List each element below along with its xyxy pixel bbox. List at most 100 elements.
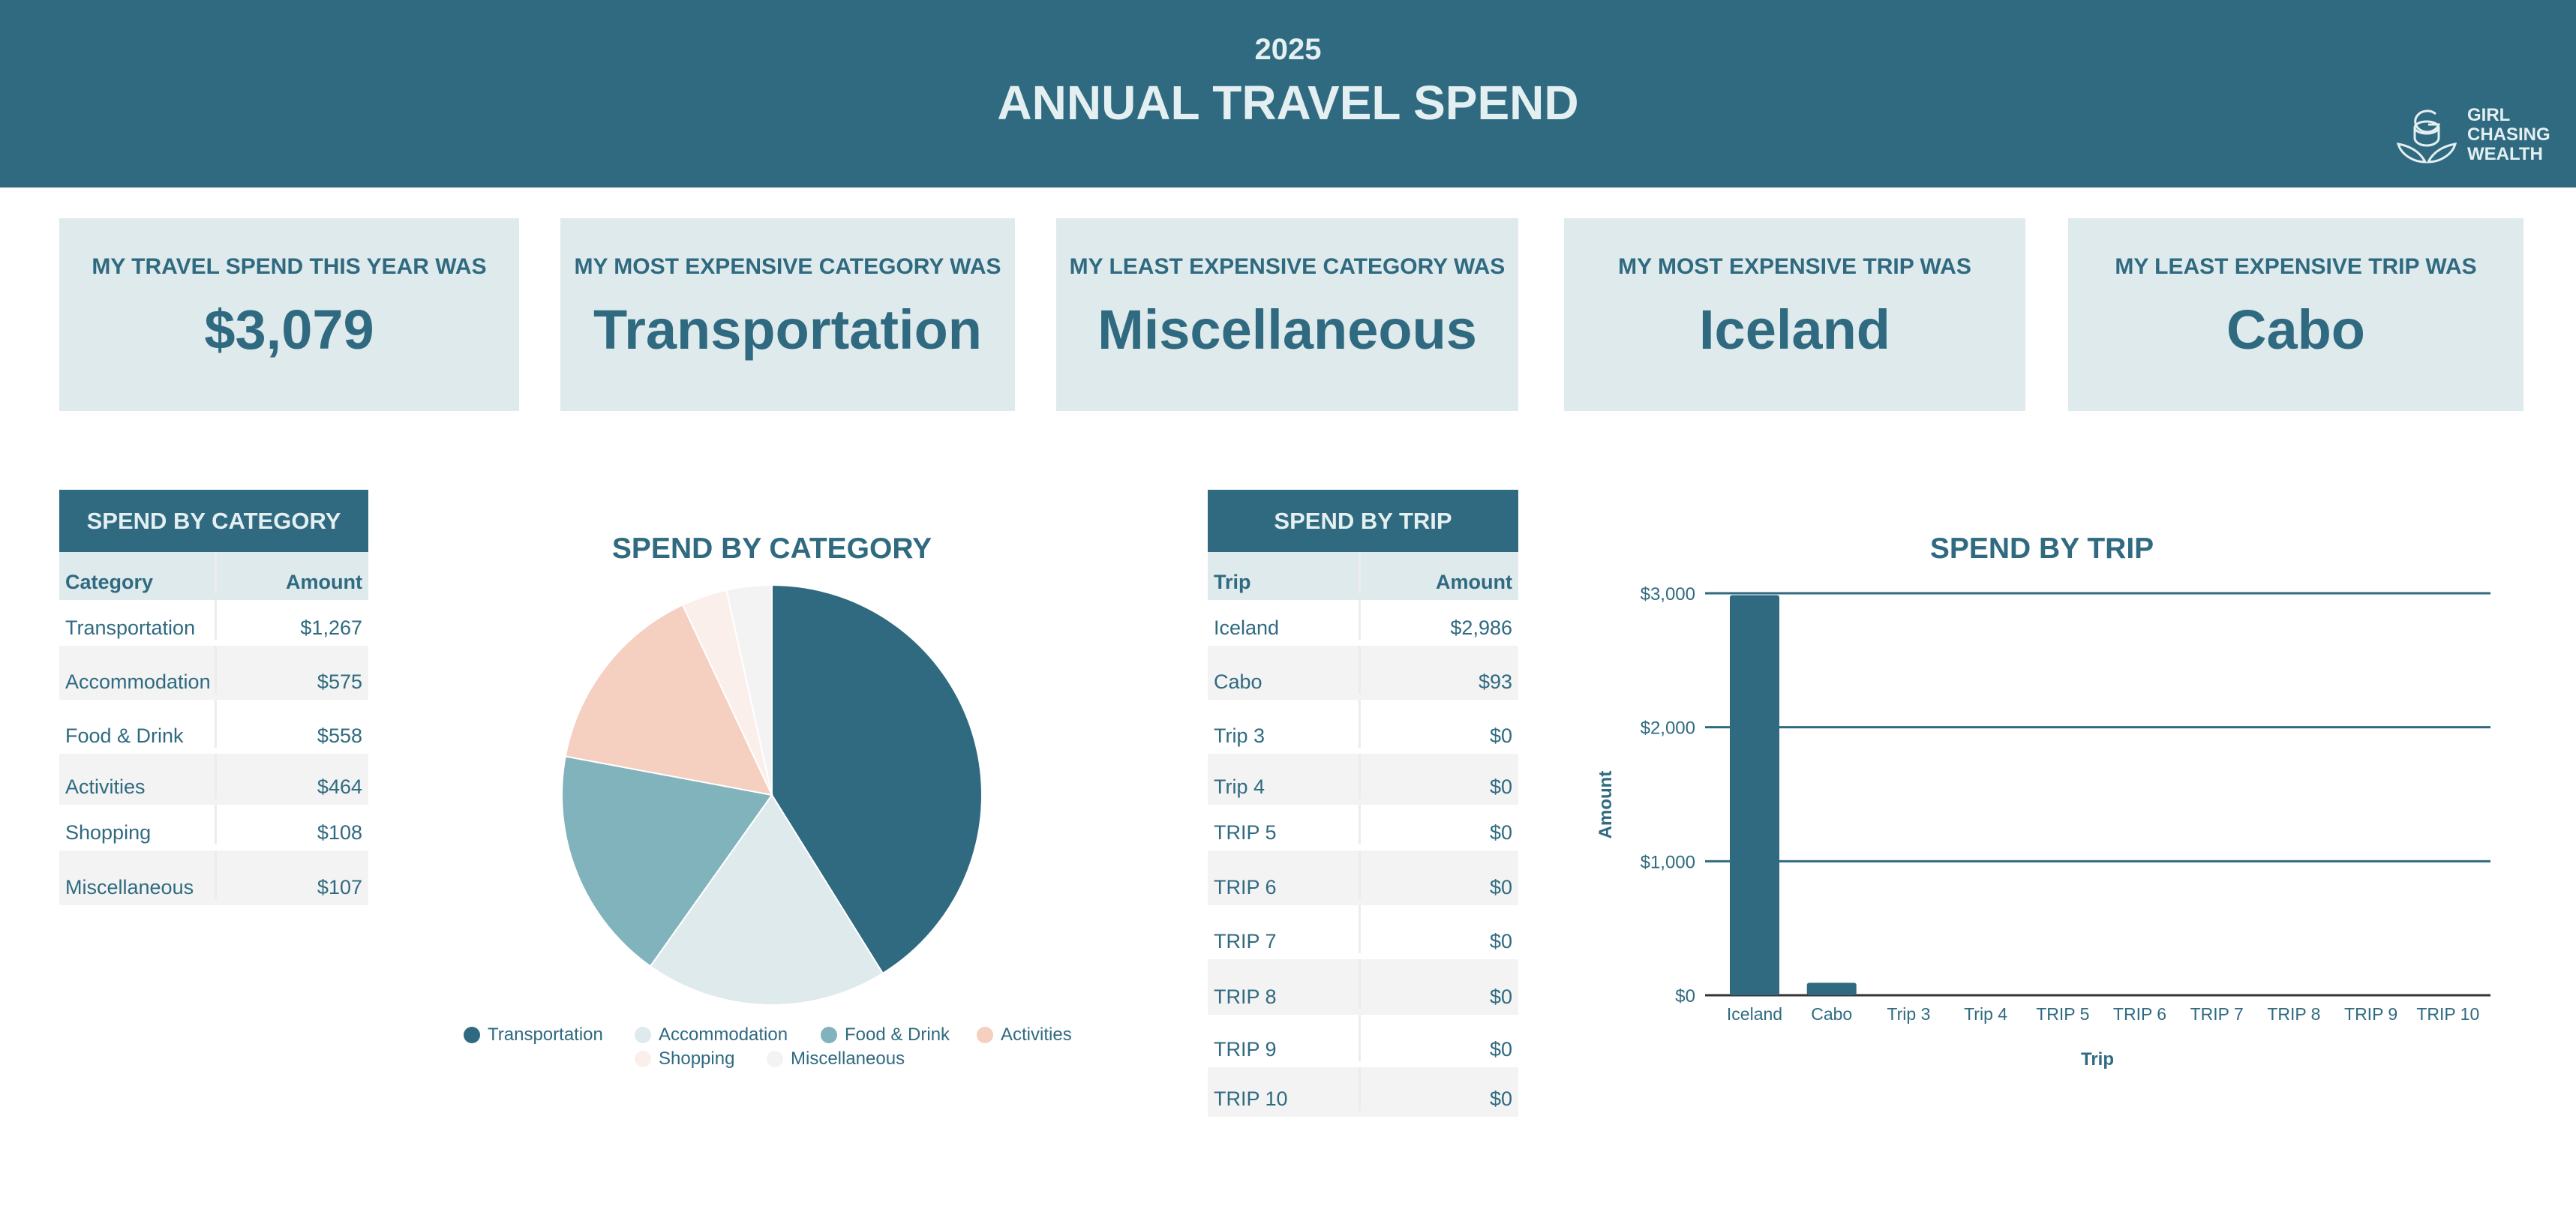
pie-chart-title: SPEND BY CATEGORY [611,532,932,565]
table-row: TRIP 7 $0 [1208,905,1518,959]
card-label: MY LEAST EXPENSIVE TRIP WAS [2115,254,2477,279]
cell-amount: $2,986 [1450,616,1512,639]
pie-slice-activities [564,604,773,796]
pie-slice-food-drink [561,755,773,968]
logo: GIRL CHASING WEALTH [2397,105,2550,165]
summary-card: MY LEAST EXPENSIVE TRIP WAS Cabo [2068,218,2523,411]
legend-label: Miscellaneous [791,1048,905,1069]
table-row: Trip 3 $0 [1208,700,1518,754]
legend-label: Transportation [488,1024,603,1045]
card-label: MY LEAST EXPENSIVE CATEGORY WAS [1069,254,1506,279]
summary-card: MY MOST EXPENSIVE TRIP WAS Iceland [1564,218,2025,411]
table-column-header: Category Amount [59,552,368,600]
table-row: TRIP 9 $0 [1208,1015,1518,1067]
cell-label: TRIP 5 [1208,805,1361,844]
legend-label: Shopping [659,1048,735,1069]
col-header: Amount [1436,571,1512,593]
legend-swatch [635,1051,651,1067]
cell-label: TRIP 7 [1208,905,1361,953]
category-table: SPEND BY CATEGORY Category Amount Transpor… [59,490,368,905]
cell-amount: $0 [1489,776,1512,798]
cell-amount: $0 [1489,821,1512,844]
table-row: Miscellaneous $107 [59,850,368,905]
header-title: ANNUAL TRAVEL SPEND [997,76,1579,130]
cell-amount: $93 [1478,670,1512,693]
table-row: Transportation $1,267 [59,600,368,646]
cell-label: Food & Drink [59,700,217,748]
card-value: Iceland [1699,298,1890,361]
category-table-title: SPEND BY CATEGORY [59,490,368,552]
table-row: Accommodation $575 [59,646,368,700]
card-value: Transportation [593,298,983,361]
logo-text: GIRL CHASING WEALTH [2467,105,2550,164]
legend-item: Activities [977,1024,1072,1046]
legend-label: Food & Drink [845,1024,950,1045]
trip-table: SPEND BY TRIP Trip Amount Iceland $2,986 Cab… [1208,490,1518,1117]
cell-amount: $575 [317,670,362,693]
legend-item: Miscellaneous [767,1048,905,1070]
cell-label: TRIP 9 [1208,1015,1361,1061]
summary-card: MY MOST EXPENSIVE CATEGORY WAS Transporta… [560,218,1015,411]
table-row: Activities $464 [59,754,368,805]
legend-swatch [635,1027,651,1043]
legend-item: Shopping [635,1048,734,1070]
cell-amount: $108 [317,821,362,844]
legend-item: Accommodation [635,1024,788,1046]
card-value: Miscellaneous [1097,298,1477,361]
cell-label: Miscellaneous [59,850,217,899]
cell-label: Trip 4 [1208,754,1361,799]
summary-card: MY LEAST EXPENSIVE CATEGORY WAS Miscellan… [1056,218,1518,411]
table-row: Trip 4 $0 [1208,754,1518,805]
cell-amount: $0 [1489,1038,1512,1060]
summary-card: MY TRAVEL SPEND THIS YEAR WAS $3,079 [59,218,519,411]
legend-item: Food & Drink [821,1024,950,1046]
cell-amount: $107 [317,876,362,898]
legend-swatch [821,1027,837,1043]
card-label: MY MOST EXPENSIVE TRIP WAS [1618,254,1971,279]
pie-slice-transportation [771,584,983,975]
header-year: 2025 [1254,33,1322,66]
cell-label: TRIP 10 [1208,1067,1361,1111]
cell-label: Iceland [1208,600,1361,640]
card-value: $3,079 [204,298,374,361]
cell-label: TRIP 8 [1208,959,1361,1009]
card-value: Cabo [2226,298,2365,361]
col-header: Amount [286,571,362,593]
table-column-header: Trip Amount [1208,552,1518,600]
cell-label: Accommodation [59,646,217,694]
logo-flower-icon [2397,110,2457,164]
legend-label: Activities [1001,1024,1072,1045]
cell-label: Transportation [59,600,217,640]
table-row: Shopping $108 [59,805,368,850]
card-label: MY MOST EXPENSIVE CATEGORY WAS [574,254,1001,279]
cell-amount: $0 [1489,876,1512,898]
legend-swatch [464,1027,480,1043]
cell-label: Trip 3 [1208,700,1361,748]
cell-amount: $0 [1489,1088,1512,1110]
legend-swatch [767,1051,783,1067]
col-header: Trip [1208,552,1361,594]
pie-slice-miscellaneous [725,584,773,796]
legend-label: Accommodation [659,1024,788,1045]
cell-amount: $558 [317,724,362,747]
cell-label: Shopping [59,805,217,844]
cell-amount: $1,267 [300,616,362,639]
table-row: TRIP 10 $0 [1208,1067,1518,1117]
cell-label: Activities [59,754,217,799]
cell-label: TRIP 6 [1208,850,1361,899]
col-header: Category [59,552,217,594]
legend-swatch [977,1027,993,1043]
table-row: Iceland $2,986 [1208,600,1518,646]
legend-item: Transportation [464,1024,603,1046]
table-row: TRIP 8 $0 [1208,959,1518,1015]
pie-slice-accommodation [649,794,884,1006]
cell-amount: $0 [1489,724,1512,747]
cell-label: Cabo [1208,646,1361,694]
cell-amount: $464 [317,776,362,798]
table-row: Food & Drink $558 [59,700,368,754]
card-label: MY TRAVEL SPEND THIS YEAR WAS [92,254,487,279]
table-row: TRIP 5 $0 [1208,805,1518,850]
bar-chart-title: SPEND BY TRIP [1929,532,2154,565]
table-row: TRIP 6 $0 [1208,850,1518,905]
